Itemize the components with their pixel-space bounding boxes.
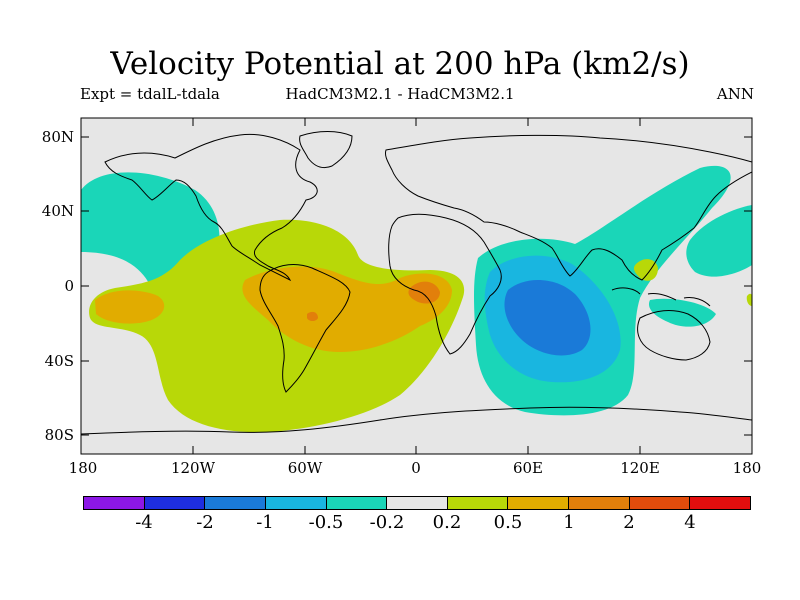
lat-label-0: 0 [64,277,74,295]
colorbar-label: 0.2 [432,512,462,533]
colorbar-swatch [84,497,145,509]
colorbar-swatch [447,497,509,509]
contour-pos-0-5-pacific [95,290,165,324]
experiment-label: Expt = tdalL-tdala [80,85,220,103]
colorbar-swatch [144,497,206,509]
coastline-eurasia [385,134,752,281]
colorbar-label: 2 [623,512,635,533]
lat-label-40n: 40N [41,202,74,220]
season-label: ANN [716,85,754,103]
coastline-indonesia [611,287,711,307]
contour-pos-0-2-philippines [633,259,658,281]
model-label: HadCM3M2.1 - HadCM3M2.1 [285,85,515,103]
lon-label-180-left: 180 [68,459,98,477]
lon-label-0: 0 [411,459,421,477]
coastlines [81,131,752,435]
colorbar-label: 0.5 [493,512,523,533]
colorbar-label: -2 [196,512,214,533]
colorbar [83,496,751,510]
coastline-australia [637,310,711,361]
lat-label-80s: 80S [44,426,74,444]
coastline-antarctica [81,406,752,435]
lat-label-40s: 40S [44,352,74,370]
lat-label-80n: 80N [41,128,74,146]
colorbar-swatch [387,497,448,509]
velocity-potential-field [81,165,752,433]
colorbar-label: -0.2 [369,512,405,533]
coastline-africa [388,213,502,355]
contour-pos-1-southamerica [307,311,318,321]
contour-pos-0-5-americas [242,266,452,352]
contour-neg-west-pacific [686,205,752,277]
coastline-north-america [104,133,318,282]
colorbar-swatch [205,497,266,509]
coastline-south-america [259,264,351,393]
colorbar-swatch [265,497,327,509]
lon-label-60w: 60W [287,459,323,477]
colorbar-label: 1 [563,512,575,533]
colorbar-label: -4 [135,512,153,533]
contour-pos-1-africa [408,281,440,304]
colorbar-label: -0.5 [308,512,344,533]
contour-neg-1 [504,279,591,356]
map-title: Velocity Potential at 200 hPa (km2/s) [110,46,690,82]
lon-label-180-right: 180 [732,459,762,477]
axis-ticks [81,118,752,454]
colorbar-swatch [326,497,388,509]
colorbar-label: -1 [256,512,274,533]
coastline-greenland [299,131,353,169]
lon-label-120e: 120E [620,459,660,477]
colorbar-swatch [690,497,751,509]
colorbar-swatch [629,497,691,509]
lon-label-120w: 120W [170,459,216,477]
colorbar-swatch [508,497,570,509]
colorbar-swatch [569,497,630,509]
lon-label-60e: 60E [512,459,544,477]
contour-pos-0-2-edge [746,293,752,306]
colorbar-label: 4 [684,512,696,533]
